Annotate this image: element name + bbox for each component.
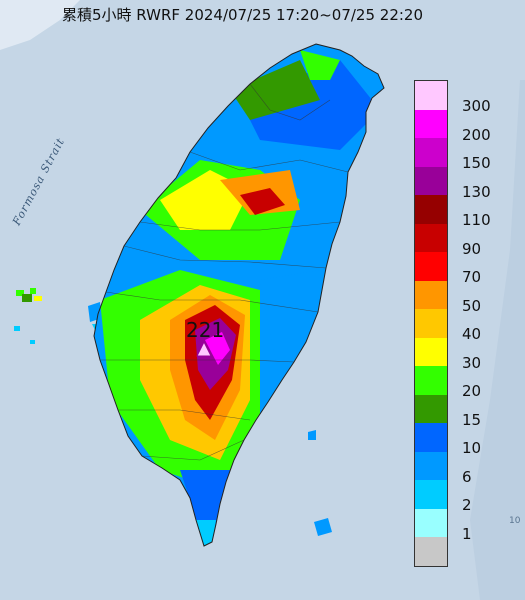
legend-label: 15 bbox=[462, 410, 482, 429]
legend-swatch bbox=[415, 366, 447, 395]
legend-swatch bbox=[415, 394, 447, 423]
legend-label: 150 bbox=[462, 154, 491, 172]
legend-label: 20 bbox=[462, 382, 482, 400]
legend-swatch bbox=[415, 138, 447, 167]
legend-swatch bbox=[415, 81, 447, 110]
legend-swatch bbox=[415, 280, 447, 309]
legend-swatch bbox=[415, 480, 447, 509]
max-rainfall-value: 221 bbox=[186, 318, 225, 342]
legend-label: 40 bbox=[462, 325, 482, 343]
legend-label: 1 bbox=[462, 524, 472, 543]
pacific-shade bbox=[470, 80, 525, 600]
legend-label: 10 bbox=[462, 439, 482, 457]
orchid-island bbox=[314, 518, 332, 536]
legend-swatch bbox=[415, 166, 447, 195]
legend-swatch bbox=[415, 109, 447, 138]
legend-swatch bbox=[415, 451, 447, 480]
legend-label: 70 bbox=[462, 268, 482, 286]
offshore-rain bbox=[14, 288, 42, 344]
legend-label: 50 bbox=[462, 296, 482, 315]
legend-label: 300 bbox=[462, 97, 491, 115]
color-legend bbox=[414, 80, 448, 567]
max-rainfall-marker bbox=[196, 340, 212, 357]
legend-label: 110 bbox=[462, 211, 491, 229]
legend-swatch bbox=[415, 337, 447, 366]
legend-swatch bbox=[415, 537, 447, 566]
legend-label: 6 bbox=[462, 467, 472, 486]
legend-labels: 300 200 150 130 110 90 70 50 40 30 20 15 10 6 2 1 bbox=[462, 92, 491, 548]
legend-swatch bbox=[415, 195, 447, 224]
legend-swatch bbox=[415, 252, 447, 281]
legend-swatch bbox=[415, 309, 447, 338]
legend-swatch bbox=[415, 423, 447, 452]
cloud-streak bbox=[0, 0, 80, 50]
legend-swatch bbox=[415, 223, 447, 252]
legend-label: 200 bbox=[462, 125, 491, 144]
corner-label: 10 bbox=[509, 516, 521, 526]
county-borders bbox=[100, 83, 349, 461]
taiwan-outline bbox=[93, 43, 385, 547]
map-title: 累積5小時 RWRF 2024/07/25 17:20~07/25 22:20 bbox=[62, 6, 424, 24]
legend-label: 130 bbox=[462, 182, 491, 201]
green-island bbox=[308, 430, 316, 440]
legend-label: 90 bbox=[462, 239, 482, 258]
legend-label: 30 bbox=[462, 353, 482, 372]
legend-label: 2 bbox=[462, 496, 472, 514]
legend-swatch bbox=[415, 508, 447, 537]
